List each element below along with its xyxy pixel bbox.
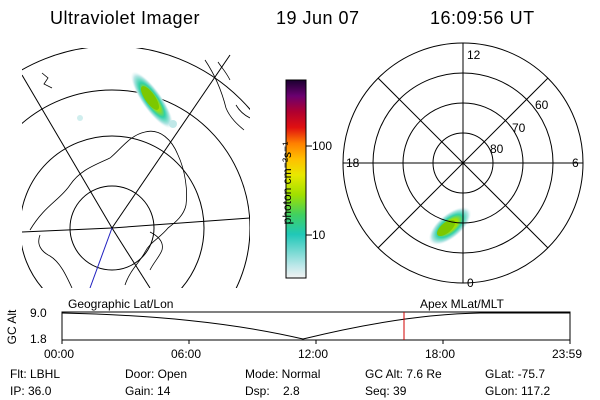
door-info: Door: Open — [125, 367, 188, 381]
ip-info: IP: 36.0 — [10, 384, 52, 398]
mlt-label-left: 18 — [346, 156, 360, 170]
geographic-caption: Geographic Lat/Lon — [68, 297, 174, 311]
xtick-1200: 12:00 — [298, 347, 329, 361]
glon-info: GLon: 117.2 — [485, 384, 551, 398]
meridian-2 — [111, 217, 250, 229]
nadir-line — [89, 227, 113, 288]
mlat-label-80: 80 — [490, 142, 504, 156]
meridian-3 — [22, 74, 113, 229]
instrument-title: Ultraviolet Imager — [50, 8, 201, 28]
filter-info: Flt: LBHL — [10, 367, 61, 381]
mlt-label-right: 6 — [572, 156, 579, 170]
timeline-plot — [61, 311, 571, 344]
geographic-map — [22, 48, 250, 288]
aurora-core-left — [140, 86, 160, 110]
mlt-line-diag-2 — [377, 77, 549, 249]
gc-alt-info: GC Alt: 7.6 Re — [365, 367, 442, 381]
meridian-5 — [111, 227, 151, 288]
lat-circle-2 — [22, 135, 205, 288]
coastlines — [29, 59, 250, 288]
apex-caption: Apex MLat/MLT — [420, 297, 504, 311]
gain-info: Gain: 14 — [125, 384, 171, 398]
cbar-label-100: 100 — [312, 139, 333, 153]
mlat-label-70: 70 — [512, 121, 526, 135]
ytick-high: 9.0 — [30, 306, 47, 320]
aurora-faint-left — [169, 120, 177, 128]
mode-info: Mode: Normal — [245, 367, 321, 381]
mlat-label-60: 60 — [535, 98, 549, 112]
color-bar — [285, 79, 307, 279]
aurora-core-right — [436, 219, 456, 237]
xtick-0600: 06:00 — [171, 347, 202, 361]
lat-circle-1 — [69, 185, 155, 271]
xtick-1800: 18:00 — [425, 347, 456, 361]
mlt-label-bottom: 0 — [467, 276, 474, 290]
seq-info: Seq: 39 — [365, 384, 407, 398]
meridian-4 — [22, 227, 113, 233]
date-label: 19 Jun 07 — [276, 8, 360, 28]
meridian-1 — [111, 54, 231, 229]
dsp-info: Dsp: 2.8 — [245, 384, 300, 398]
magnetic-polar-plot — [342, 42, 584, 284]
time-label: 16:09:56 UT — [430, 8, 535, 28]
ytick-low: 1.8 — [30, 332, 47, 346]
glat-info: GLat: -75.7 — [485, 367, 546, 381]
cbar-label-10: 10 — [312, 228, 326, 242]
aurora-speck-1 — [77, 115, 83, 121]
xtick-2359: 23:59 — [552, 347, 583, 361]
lat-circle-3 — [22, 89, 250, 288]
timeline-ylabel: GC Alt — [5, 309, 19, 345]
cbar-unit-label: photon cm⁻²s⁻¹ — [280, 141, 294, 225]
xtick-0000: 00:00 — [44, 347, 75, 361]
altitude-curve — [61, 312, 570, 340]
mlt-label-top: 12 — [467, 48, 481, 62]
